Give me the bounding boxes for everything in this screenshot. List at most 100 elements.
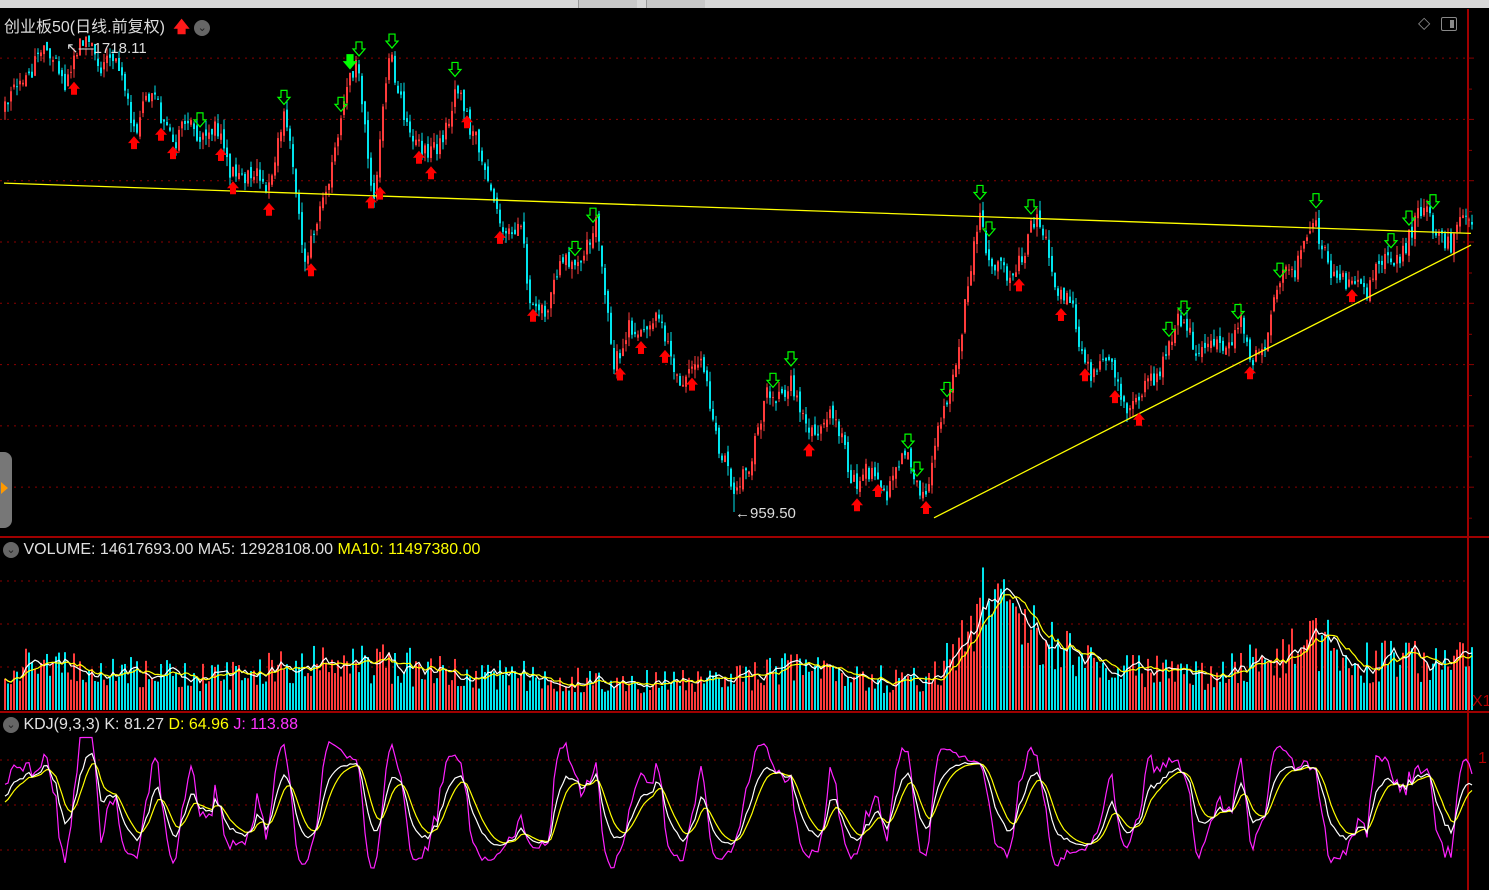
candle-body — [850, 470, 852, 484]
candle-body — [814, 424, 816, 435]
volume-bar — [1051, 621, 1053, 710]
candle-body — [1066, 293, 1068, 305]
volume-bar — [1135, 675, 1137, 710]
candle-body — [181, 121, 183, 129]
chevron-down-circle-icon[interactable]: ⌄ — [3, 541, 19, 558]
candle-body — [493, 188, 495, 202]
volume-bar — [1057, 638, 1059, 710]
volume-bar — [379, 651, 381, 710]
candle-body — [679, 376, 681, 386]
volume-bar — [136, 661, 138, 710]
volume-bar — [520, 674, 522, 710]
volume-bar — [502, 674, 504, 710]
candle-body — [991, 258, 993, 267]
candle-body — [1237, 327, 1239, 330]
volume-bar — [484, 672, 486, 710]
candle-body — [979, 212, 981, 230]
buy-signal-arrow — [305, 263, 317, 277]
candle-body — [100, 67, 102, 74]
candle-body — [997, 261, 999, 272]
volume-bar — [1300, 648, 1302, 710]
candle-body — [1186, 318, 1188, 331]
volume-bar — [532, 667, 534, 710]
volume-bar — [457, 686, 459, 710]
candle-body — [391, 54, 393, 62]
candle-body — [1174, 329, 1176, 344]
window-tab[interactable] — [578, 0, 637, 8]
candle-body — [1024, 256, 1026, 264]
candle-body — [928, 484, 930, 492]
kdj-axis-fragment: 1 — [1478, 750, 1487, 767]
chevron-down-circle-icon[interactable]: ⌄ — [194, 19, 211, 36]
candle-body — [295, 169, 297, 194]
candle-body — [1129, 408, 1131, 411]
candle-body — [25, 75, 27, 87]
candle-body — [718, 427, 720, 454]
candle-body — [1120, 383, 1122, 400]
volume-bar — [595, 673, 597, 710]
candle-body — [1057, 288, 1059, 296]
candle-body — [793, 375, 795, 397]
volume-bar — [256, 684, 258, 710]
candle-body — [1204, 342, 1206, 348]
window-tab[interactable] — [646, 0, 705, 8]
volume-bar — [1180, 663, 1182, 710]
volume-bar — [811, 670, 813, 710]
panel-toggle-icon[interactable] — [1440, 16, 1457, 31]
candle-body — [1429, 207, 1431, 214]
candle-body — [316, 223, 318, 231]
volume-bar — [1075, 676, 1077, 710]
volume-bar — [1360, 675, 1362, 710]
buy-signal-arrow — [851, 498, 863, 512]
candle-body — [1207, 343, 1209, 348]
candle-body — [1381, 260, 1383, 265]
candle-body — [736, 487, 738, 491]
buy-signal-arrow — [527, 308, 539, 322]
candle-body — [1384, 253, 1386, 270]
diamond-icon[interactable]: ◇ — [1418, 15, 1431, 32]
candle-body — [130, 101, 132, 124]
volume-bar — [196, 676, 198, 710]
volume-bar — [481, 665, 483, 710]
volume-bar — [1348, 668, 1350, 710]
volume-bar — [958, 637, 960, 710]
volume-bar — [4, 678, 6, 710]
volume-bar — [313, 645, 315, 710]
sell-signal-arrow — [1401, 210, 1417, 226]
candle-body — [580, 260, 582, 263]
volume-bar — [127, 683, 129, 710]
volume-bar — [1198, 669, 1200, 710]
volume-bar — [1342, 657, 1344, 710]
candle-body — [994, 264, 996, 271]
candle-body — [91, 42, 93, 47]
volume-bar — [1162, 662, 1164, 710]
candle-body — [1297, 255, 1299, 280]
candle-body — [1045, 236, 1047, 239]
candle-body — [376, 174, 378, 199]
candle-body — [1327, 251, 1329, 263]
volume-bar — [1192, 684, 1194, 710]
chevron-down-circle-icon[interactable]: ⌄ — [3, 716, 19, 733]
candle-body — [1360, 279, 1362, 284]
volume-bar — [1372, 682, 1374, 710]
candle-body — [949, 389, 951, 404]
candle-body — [811, 427, 813, 437]
candle-body — [583, 255, 585, 261]
volume-bar — [1432, 663, 1434, 710]
candle-body — [355, 60, 357, 78]
volume-bar — [529, 680, 531, 710]
candle-body — [1150, 373, 1152, 381]
candle-body — [88, 35, 90, 43]
buy-signal-arrow — [374, 186, 386, 200]
volume-ma10-value: MA10: 11497380.00 — [337, 541, 481, 558]
volume-bar — [367, 657, 369, 710]
candle-body — [1156, 373, 1158, 383]
volume-bar — [1201, 662, 1203, 710]
volume-bar — [1354, 663, 1356, 710]
candle-body — [235, 164, 237, 177]
volume-bar — [478, 688, 480, 710]
candle-body — [1435, 232, 1437, 236]
side-panel-toggle[interactable] — [0, 452, 12, 528]
volume-bar — [775, 666, 777, 710]
